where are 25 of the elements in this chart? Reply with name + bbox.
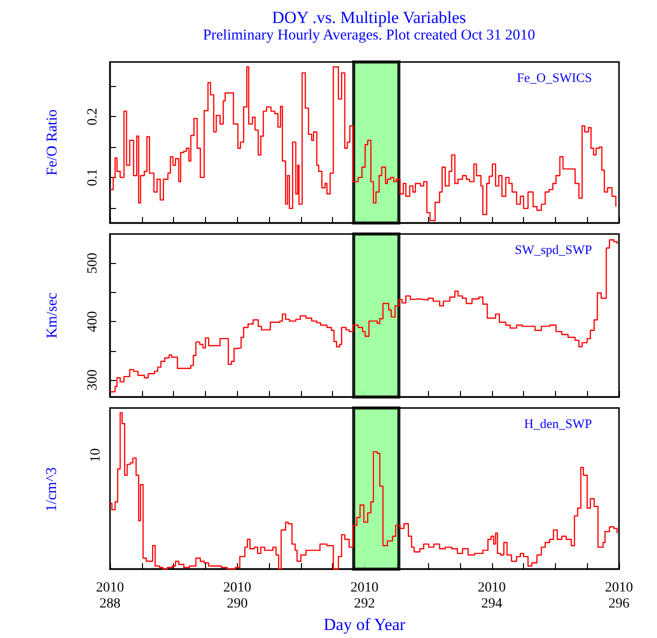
text: H_den_SWP	[524, 416, 592, 431]
text: 2010	[605, 580, 633, 596]
x-tick-label: 296	[608, 596, 630, 612]
y-tick-label: 400	[86, 311, 100, 332]
y-tick-label: 0.2	[86, 108, 100, 126]
x-tick-label: 292	[354, 596, 375, 612]
y-tick-label: 300	[86, 370, 100, 391]
y-tick-label: 0.1	[86, 168, 100, 186]
chart-title: DOY .vs. Multiple Variables	[272, 8, 466, 27]
x-tick-label: 294	[481, 596, 502, 612]
y-axis-title: 1/cm^3	[44, 467, 60, 512]
x-tick-label: 290	[226, 596, 248, 612]
text: 10	[88, 448, 104, 462]
y-axis-title: Km/sec	[44, 292, 60, 338]
text: 2010	[96, 580, 124, 596]
text: 2010	[478, 580, 506, 596]
text: 2010	[350, 580, 378, 596]
series-label: SW_spd_SWP	[514, 242, 592, 257]
chart-subtitle: Preliminary Hourly Averages. Plot created Oct 31 2010	[202, 28, 536, 44]
y-tick-label: 500	[86, 252, 100, 274]
x-tick-label: 288	[100, 596, 120, 612]
x-axis-title: Day of Year	[324, 615, 406, 634]
y-axis-title: Fe/O Ratio	[44, 109, 60, 176]
text: 2010	[223, 580, 252, 596]
text: Fe_O_SWICS	[516, 70, 592, 85]
